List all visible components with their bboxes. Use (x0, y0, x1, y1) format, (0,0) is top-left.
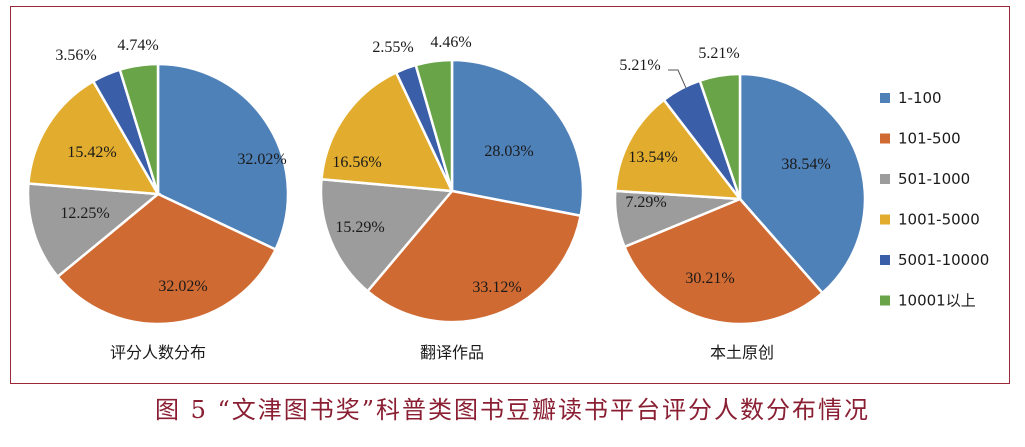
pie-data-label: 32.02% (237, 151, 286, 168)
legend-swatch (880, 214, 890, 225)
pie-chart-1: 32.02% 32.02% 12.25% 15.42% 3.56% 4.74% 评分人数分布 (26, 37, 290, 362)
pie-data-label: 28.03% (484, 143, 533, 160)
pie-chart-2: 28.03% 33.12% 15.29% 16.56% 2.55% 4.46% 翻译作品 (319, 34, 585, 362)
pie-slice-101-500 (365, 189, 583, 324)
pie-slice-501-1000 (26, 182, 162, 279)
pie-slice-1001-5000 (27, 79, 161, 196)
pie-slice-101-500 (622, 197, 825, 326)
legend-swatch (880, 295, 890, 306)
legend-label: 10001以上 (898, 292, 976, 310)
pie-slice-1-100 (738, 72, 867, 295)
pie-data-label: 3.56% (55, 47, 96, 64)
pie-slice-1-100 (156, 62, 290, 252)
pie-data-label: 2.55% (372, 39, 413, 56)
pie-slice-1-100 (450, 58, 585, 218)
legend-swatch (880, 93, 890, 103)
pie-data-label: 15.42% (67, 144, 116, 161)
pie-slice-1001-5000 (320, 70, 455, 193)
pie-slice-10001以上 (698, 72, 742, 200)
pie-data-label: 33.12% (472, 279, 521, 296)
pie-data-label: 15.29% (335, 219, 384, 236)
pie-slice-1001-5000 (613, 98, 743, 201)
pie-data-label: 12.25% (60, 205, 109, 222)
pie-data-label: 7.29% (625, 194, 666, 211)
legend-label: 501-1000 (898, 170, 970, 188)
pie-slice-501-1000 (319, 177, 455, 293)
legend-swatch (880, 174, 890, 184)
legend-swatch (880, 255, 890, 265)
pie-data-label: 32.02% (158, 278, 207, 295)
pie-slice-10001以上 (118, 62, 160, 195)
legend-label: 1-100 (898, 89, 942, 107)
pie-chart-3: 38.54% 30.21% 7.29% 13.54% 5.21% 5.21% 本土原创 (613, 45, 867, 362)
pie-data-label: 30.21% (685, 270, 734, 287)
figure-caption: 图 5 “文津图书奖”科普类图书豆瓣读书平台评分人数分布情况 (154, 396, 871, 424)
pie-data-label: 5.21% (619, 57, 660, 74)
legend: 1-100 101-500 501-1000 1001-5000 5001-10000 1… (880, 89, 989, 310)
legend-label: 5001-10000 (898, 251, 989, 269)
label-leader-line (668, 69, 687, 89)
legend-label: 1001-5000 (898, 211, 980, 229)
pie-slice-10001以上 (414, 58, 454, 192)
pie-data-label: 38.54% (781, 156, 830, 173)
pie-title: 翻译作品 (420, 343, 484, 362)
pie-title: 评分人数分布 (110, 343, 206, 362)
pie-data-label: 13.54% (628, 149, 677, 166)
pie-data-label: 5.21% (698, 45, 739, 62)
legend-swatch (880, 133, 890, 144)
pie-data-label: 4.74% (117, 37, 158, 54)
legend-label: 101-500 (898, 130, 961, 148)
pie-slice-101-500 (55, 192, 278, 326)
pie-data-label: 4.46% (430, 34, 471, 51)
pie-title: 本土原创 (710, 343, 774, 362)
pie-data-label: 16.56% (332, 154, 381, 171)
